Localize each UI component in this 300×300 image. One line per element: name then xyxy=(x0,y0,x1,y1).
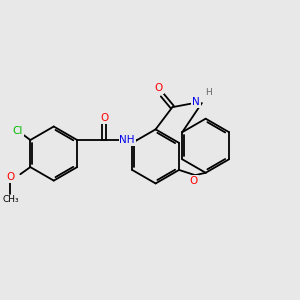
Text: N: N xyxy=(192,97,200,107)
Text: O: O xyxy=(6,172,14,182)
Text: Cl: Cl xyxy=(12,126,23,136)
Text: CH₃: CH₃ xyxy=(2,195,19,204)
Text: H: H xyxy=(206,88,212,97)
Text: O: O xyxy=(190,176,198,186)
Text: O: O xyxy=(100,113,108,123)
Text: NH: NH xyxy=(119,135,135,145)
Text: O: O xyxy=(155,83,163,93)
